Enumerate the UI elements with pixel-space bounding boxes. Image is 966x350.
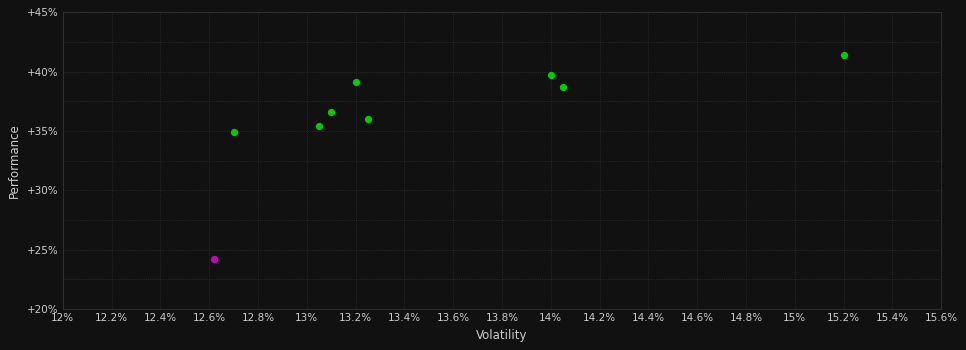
Y-axis label: Performance: Performance [9, 123, 21, 198]
Point [324, 109, 339, 115]
X-axis label: Volatility: Volatility [476, 329, 527, 342]
Point [207, 256, 222, 262]
Point [543, 72, 558, 78]
Point [360, 116, 376, 122]
Point [348, 79, 363, 85]
Point [311, 124, 327, 129]
Point [226, 130, 242, 135]
Point [836, 52, 851, 58]
Point [555, 84, 571, 90]
